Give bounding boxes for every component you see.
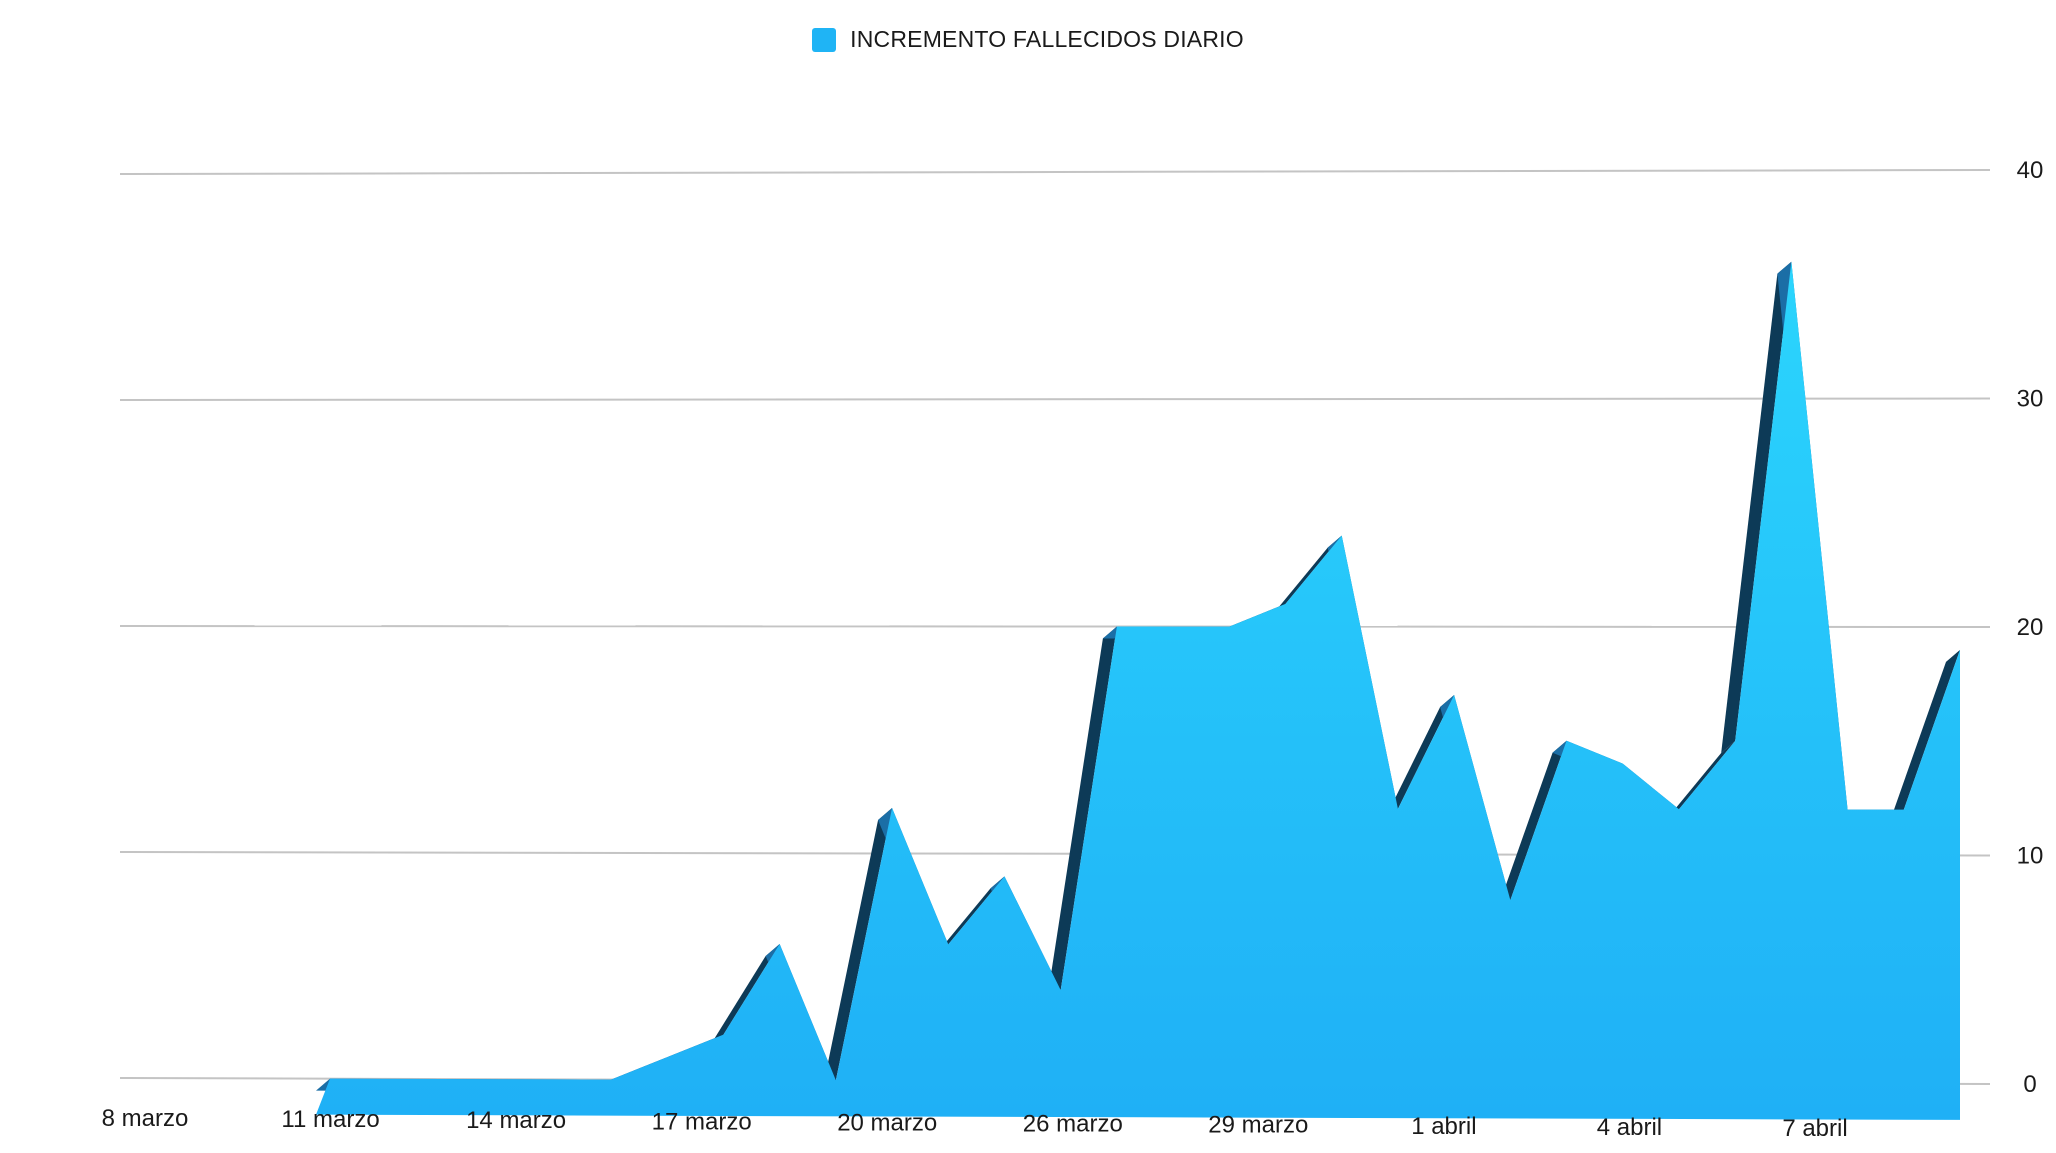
y-tick-label: 0 — [2023, 1071, 2036, 1098]
area-series — [316, 261, 1960, 1120]
legend-label: INCREMENTO FALLECIDOS DIARIO — [850, 26, 1244, 52]
area-side-face — [1383, 695, 1455, 821]
x-tick-label: 20 marzo — [837, 1109, 937, 1136]
legend: INCREMENTO FALLECIDOS DIARIO — [0, 26, 2056, 53]
area-side-face — [1496, 740, 1567, 913]
y-tick-label: 40 — [2017, 157, 2044, 184]
x-tick-label: 26 marzo — [1023, 1111, 1123, 1138]
legend-swatch — [812, 27, 837, 52]
area-side-face — [1889, 649, 1960, 822]
x-tick-label: 1 abril — [1411, 1113, 1476, 1140]
y-tick-label: 10 — [2017, 843, 2044, 870]
x-tick-label: 4 abril — [1597, 1114, 1662, 1141]
x-tick-label: 7 abril — [1782, 1115, 1847, 1142]
area-side-face — [709, 943, 780, 1047]
x-axis-labels: 8 marzo 11 marzo 14 marzo 17 marzo 20 marzo 2… — [102, 1105, 1848, 1142]
x-tick-label: 17 marzo — [652, 1108, 752, 1135]
x-tick-label: 8 marzo — [102, 1105, 189, 1132]
x-tick-label: 14 marzo — [466, 1107, 566, 1134]
y-tick-label: 20 — [2017, 614, 2044, 641]
area-side-face — [1271, 535, 1342, 616]
gridline — [119, 169, 1991, 175]
gridline — [119, 397, 1991, 401]
gridline — [119, 625, 1991, 628]
area-side-face — [1664, 740, 1736, 822]
y-axis-labels: 0 10 20 30 40 — [2017, 157, 2044, 1098]
x-tick-label: 29 marzo — [1208, 1112, 1308, 1139]
area-side-face — [1721, 261, 1792, 753]
area-side-face — [1046, 626, 1117, 1003]
x-tick-label: 11 marzo — [281, 1106, 379, 1133]
area-side-face — [821, 808, 893, 1093]
y-tick-label: 30 — [2017, 386, 2044, 413]
area-side-face — [934, 876, 1005, 957]
